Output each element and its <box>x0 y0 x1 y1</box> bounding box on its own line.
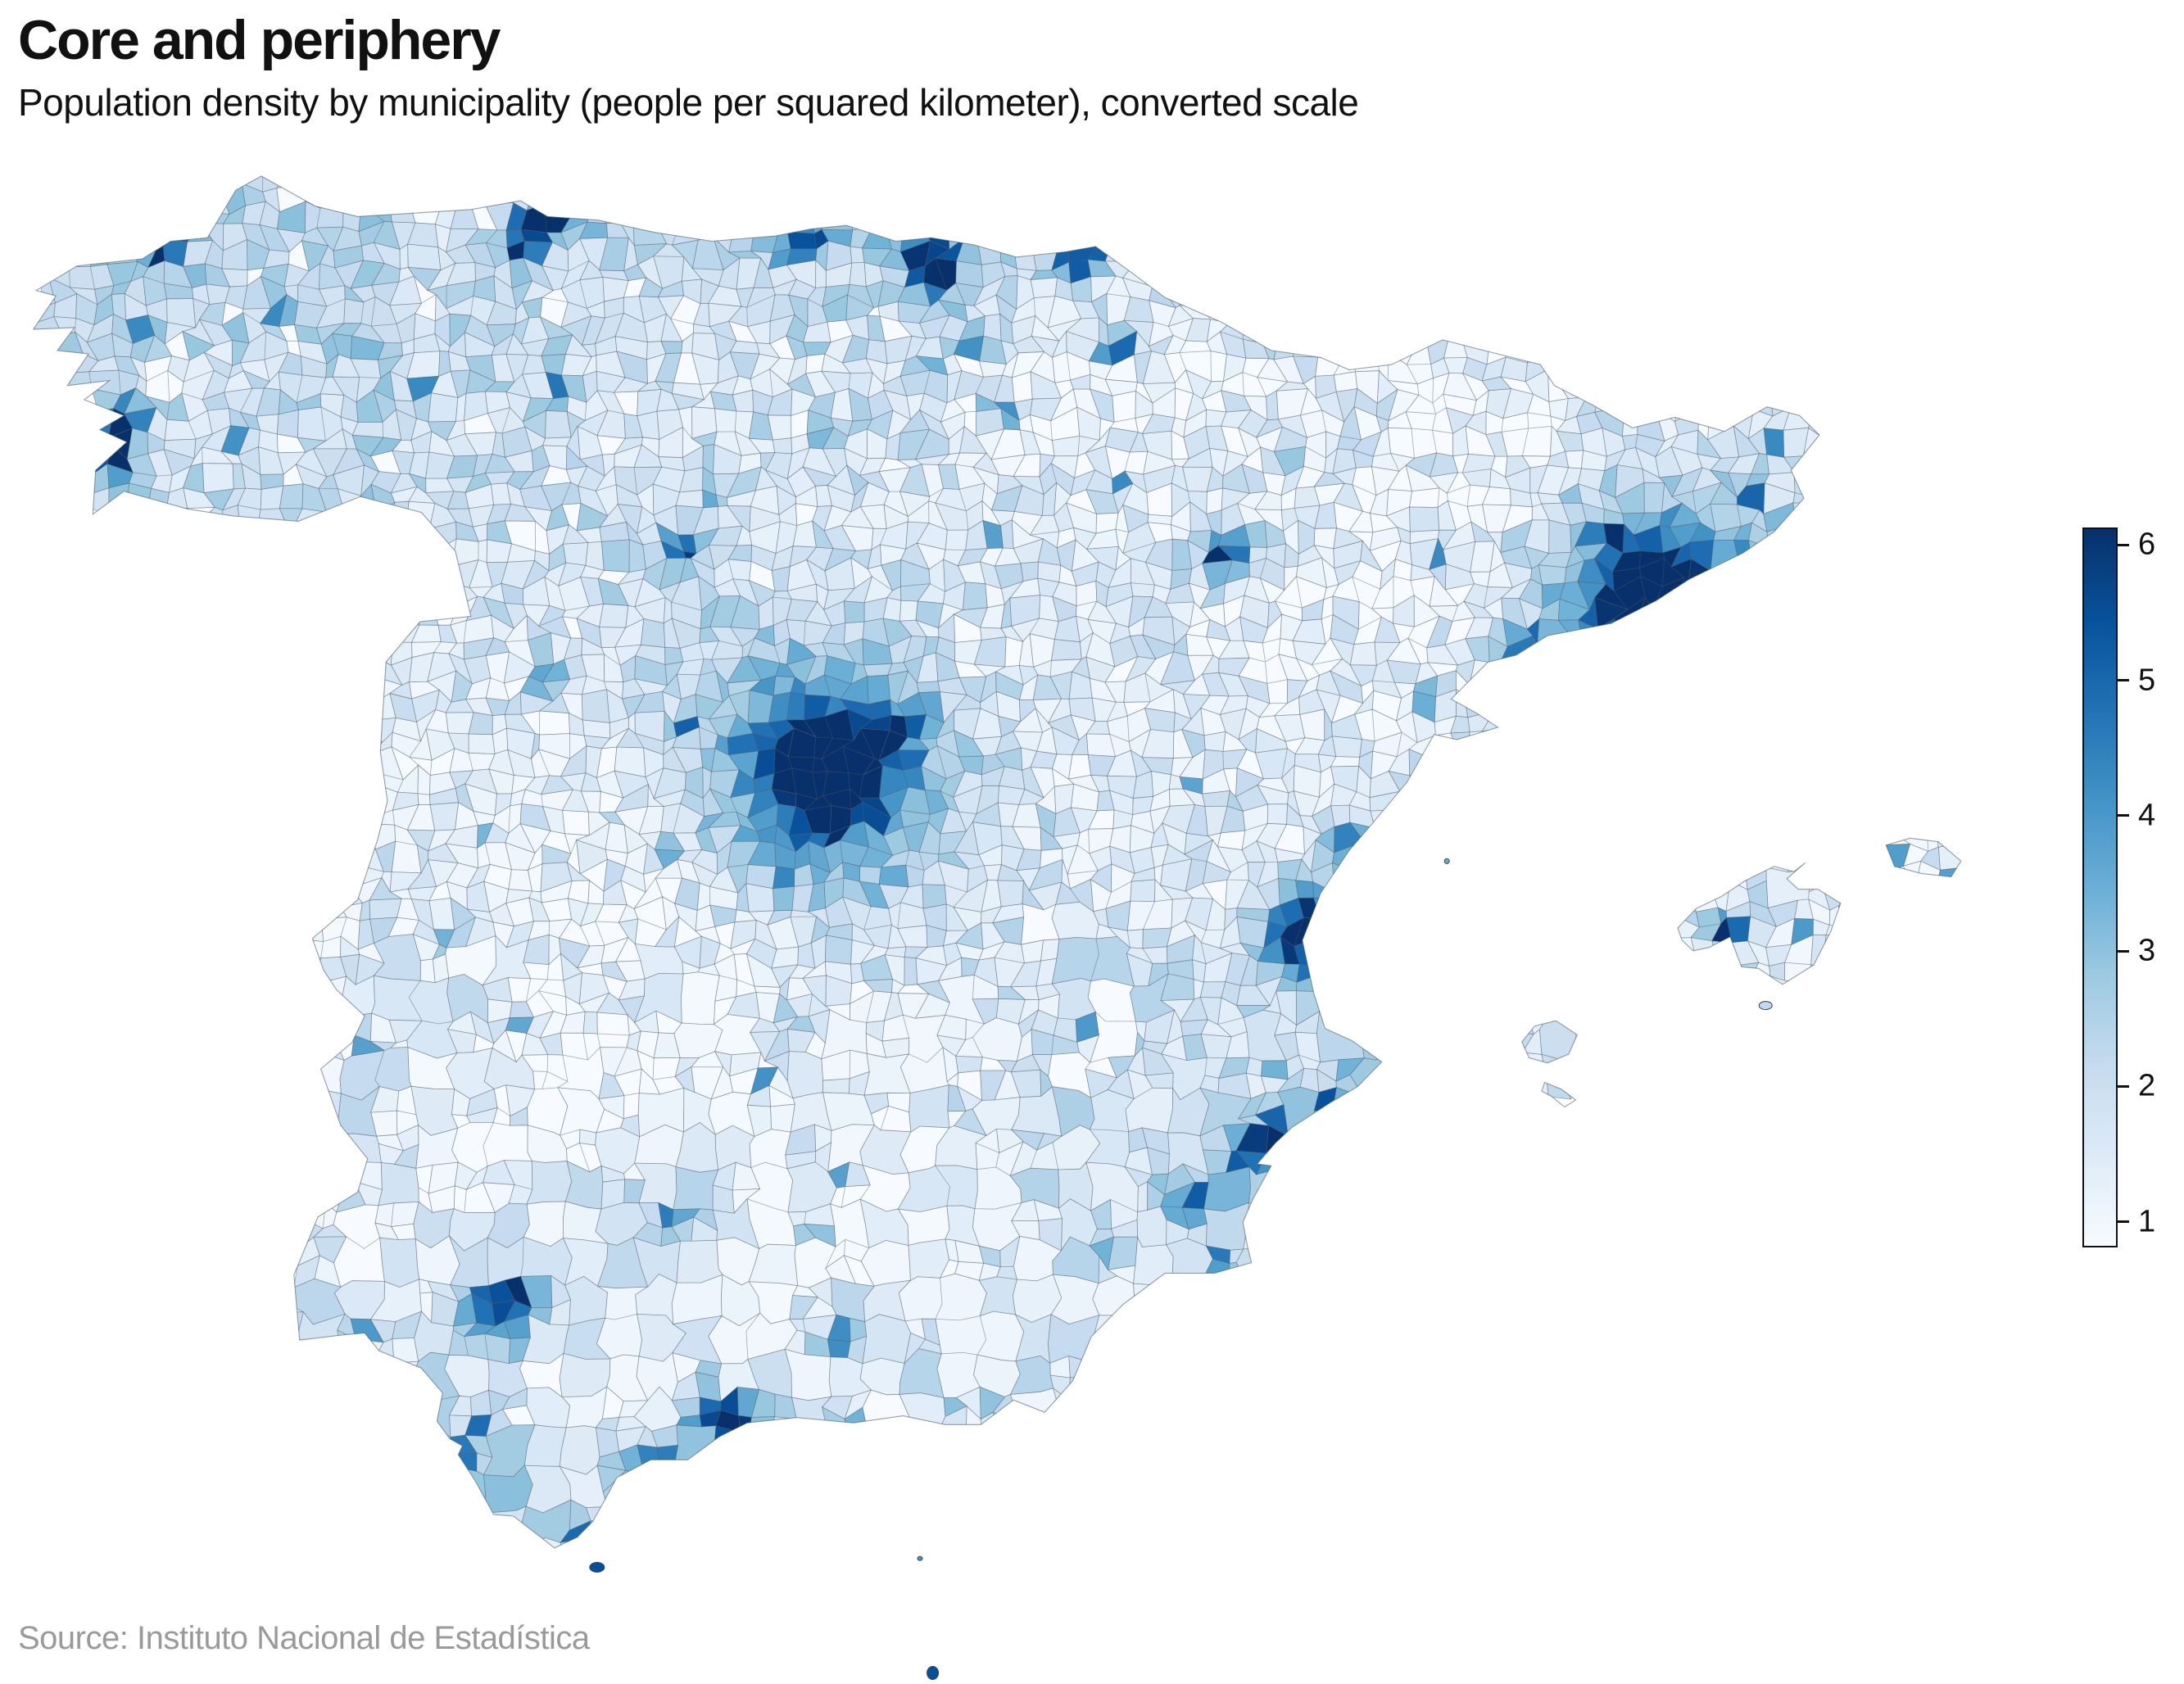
territory-ceuta <box>589 1562 605 1573</box>
colorbar-tick-mark <box>2118 949 2129 953</box>
territory-cabrera <box>1758 1001 1773 1011</box>
colorbar-tick-label: 5 <box>2138 663 2156 698</box>
colorbar-tick-mark <box>2118 543 2129 546</box>
colorbar-tick-mark <box>2118 814 2129 817</box>
coastline-outline <box>1521 1020 1578 1064</box>
figure-header: Core and periphery Population density by… <box>18 8 1902 125</box>
colorbar-tick-mark <box>2118 1084 2129 1088</box>
territory-isla-de-alboran <box>917 1555 923 1561</box>
page-title: Core and periphery <box>18 9 501 71</box>
municipality-mosaic <box>33 176 1961 1548</box>
colorbar-tick-mark <box>2118 1220 2129 1224</box>
colorbar <box>2082 527 2118 1247</box>
page-subtitle: Population density by municipality (peop… <box>18 81 1359 124</box>
colorbar-tick-label: 1 <box>2138 1204 2156 1239</box>
colorbar-tick-label: 6 <box>2138 527 2156 562</box>
coastline-outline <box>1677 862 1842 985</box>
colorbar-tick-label: 2 <box>2138 1068 2156 1103</box>
colorbar-tick-label: 4 <box>2138 798 2156 833</box>
source-note: Source: Instituto Nacional de Estadístic… <box>18 1620 590 1656</box>
colorbar-tick-mark <box>2118 679 2129 682</box>
coastline-outline <box>1885 837 1962 878</box>
territory-islas-columbretes <box>1443 858 1450 864</box>
colorbar-tick-label: 3 <box>2138 933 2156 968</box>
coastline-outline <box>1541 1081 1577 1108</box>
territory-melilla <box>927 1666 940 1680</box>
coastline-outline <box>32 175 1820 1549</box>
